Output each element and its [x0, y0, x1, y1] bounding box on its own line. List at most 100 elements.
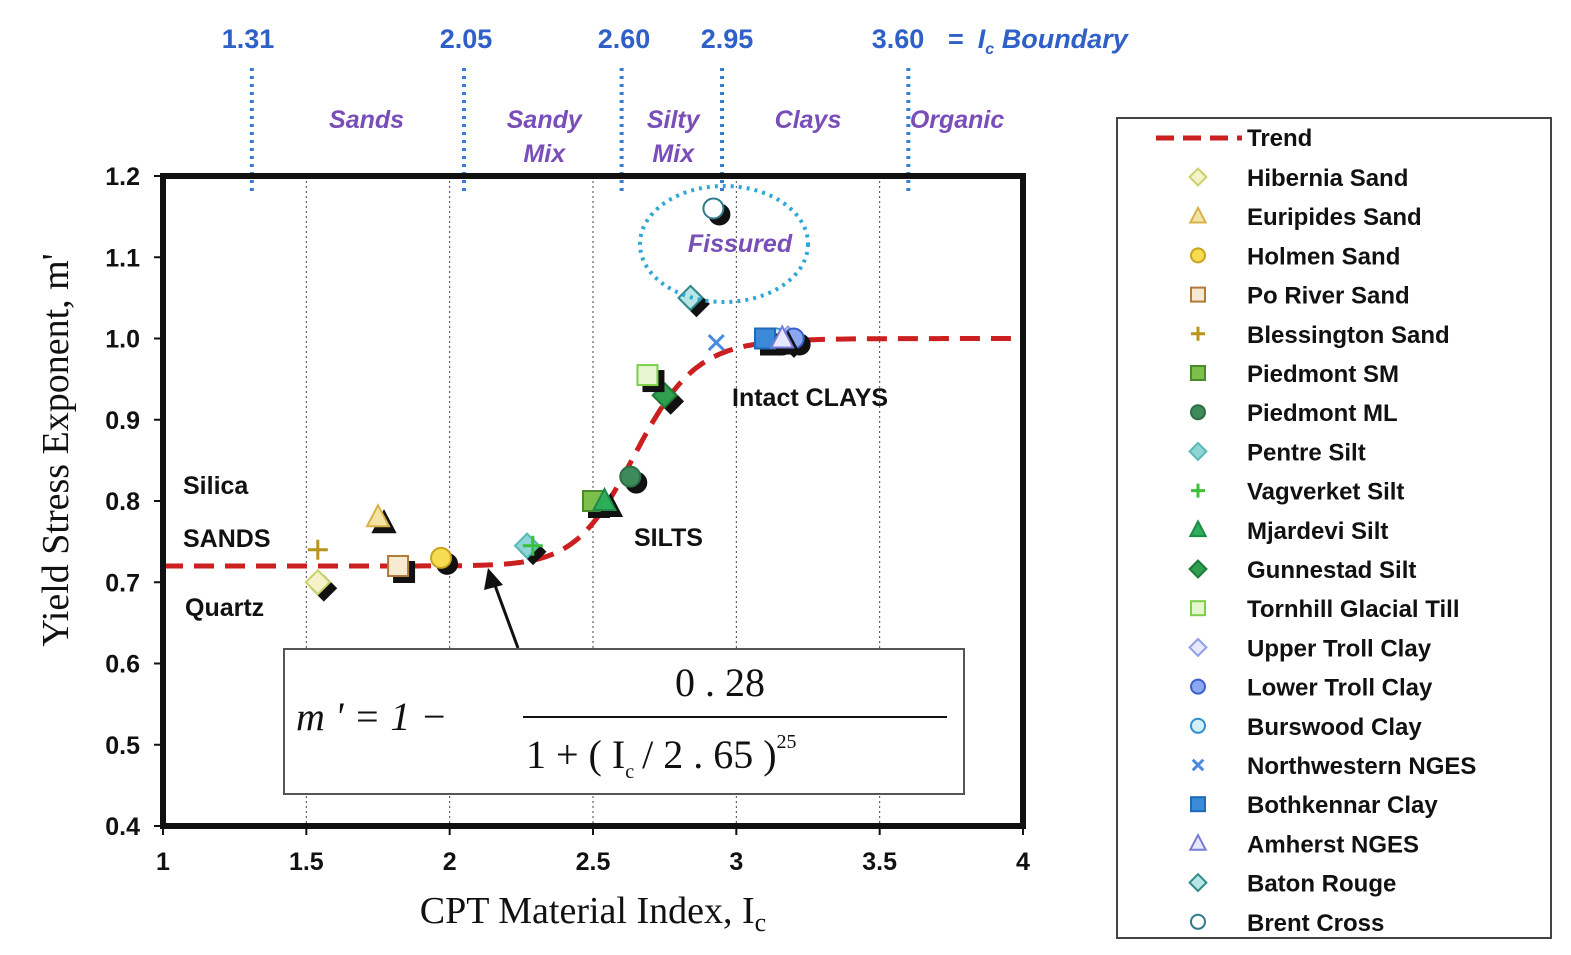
legend-label: Hibernia Sand [1247, 165, 1408, 192]
data-point [619, 465, 642, 488]
legend-box [1116, 117, 1552, 939]
equation-den-sub: c [625, 761, 634, 783]
legend-marker [1188, 872, 1208, 893]
legend-marker [1188, 637, 1208, 658]
equation-den-left: 1 + ( I [526, 732, 625, 777]
data-point [387, 555, 410, 577]
legend-label: Lower Troll Clay [1247, 675, 1433, 702]
legend-label: Vagverket Silt [1247, 479, 1404, 506]
data-point [304, 568, 332, 596]
boundary-value: 3.60 [872, 24, 925, 54]
arrow-shaft [491, 579, 520, 649]
legend-marker [1190, 404, 1206, 421]
data-point [591, 486, 618, 511]
trend-layer [163, 336, 1023, 569]
legend-marker [1190, 796, 1206, 813]
legend-label: Tornhill Glacial Till [1247, 596, 1459, 623]
legend-label: Burswood Clay [1247, 714, 1422, 741]
y-tick-label: 1.0 [105, 326, 140, 354]
y-tick-label: 0.5 [105, 732, 140, 760]
equation-den-right: / 2 . 65 ) [642, 732, 776, 777]
y-tick-label: 0.9 [105, 407, 140, 435]
legend-label: Northwestern NGES [1247, 753, 1476, 780]
equation-numerator: 0 . 28 [675, 660, 765, 705]
legend-marker [1190, 365, 1206, 381]
x-axis-title-sub: c [755, 908, 767, 937]
y-tick-label: 0.8 [105, 488, 140, 516]
trend-line [163, 336, 1023, 569]
legend-label: Piedmont SM [1247, 361, 1399, 388]
boundary-caption-text: Boundary [994, 24, 1129, 54]
equation-den-exp: 25 [777, 731, 797, 753]
legend-label: Brent Cross [1247, 910, 1384, 937]
legend-marker [1188, 167, 1208, 187]
legend-marker [1191, 326, 1205, 341]
legend-label: Amherst NGES [1247, 831, 1419, 858]
legend-marker [1188, 832, 1208, 851]
legend-marker [1191, 758, 1205, 772]
data-point [707, 334, 725, 352]
zone-label: Sandy [507, 106, 583, 134]
boundary-caption-i: I [978, 24, 986, 54]
fissured-ellipse [638, 184, 810, 304]
y-tick-label: 1.2 [105, 163, 140, 191]
legend-label: Piedmont ML [1247, 400, 1398, 427]
boundary-caption-eq: = [948, 24, 964, 54]
x-tick-label: 2 [443, 848, 457, 876]
equation-lhs: m ' = 1 − [296, 694, 447, 739]
y-tick-label: 0.6 [105, 651, 140, 679]
x-tick-label: 1.5 [289, 848, 324, 876]
y-tick-label: 0.7 [105, 569, 140, 597]
zone-label: Organic [910, 106, 1005, 134]
boundary-caption: = Ic Boundary [948, 24, 1130, 58]
data-points [304, 197, 811, 602]
annotation-sands: SANDS [183, 525, 271, 553]
legend: Trend Hibernia Sand Euripides Sand Holmen S… [1116, 117, 1552, 939]
legend-marker [1190, 600, 1206, 617]
zone-label: Sands [329, 106, 404, 134]
annotation-fissured: Fissured [688, 230, 793, 258]
axes: 1 1.5 2 2.5 3 3.5 4 0.4 0.5 0.6 0.7 0.8 0.9 1.0 1.1 1.2… [35, 163, 1030, 937]
data-point [430, 546, 453, 569]
x-tick-label: 4 [1016, 848, 1030, 876]
legend-trend-label: Trend [1247, 125, 1312, 152]
legend-label: Mjardevi Silt [1247, 518, 1388, 545]
x-tick-label: 1 [156, 848, 170, 876]
data-point [307, 539, 328, 560]
zone-labels: Sands Sandy Mix Silty Mix Clays Organic [329, 106, 1004, 168]
legend-marker [1188, 559, 1208, 579]
y-tick-label: 0.4 [105, 813, 140, 841]
equation-denominator: 1 + ( Ic / 2 . 65 )25 [526, 731, 797, 783]
legend-marker [1188, 519, 1208, 538]
legend-marker [1188, 441, 1208, 462]
legend-marker [1190, 717, 1206, 734]
x-axis-title-text: CPT Material Index, I [420, 890, 755, 932]
legend-label: Euripides Sand [1247, 204, 1422, 231]
data-point [702, 197, 725, 220]
zone-label: Mix [652, 140, 695, 168]
legend-label: Bothkennar Clay [1247, 792, 1438, 819]
legend-marker [1190, 286, 1206, 303]
legend-label: Po River Sand [1247, 283, 1410, 310]
annotations: Fissured Silica SANDS Quartz SILTS Intact CLA… [183, 184, 965, 795]
boundary-value: 1.31 [222, 24, 275, 54]
data-point [365, 503, 391, 528]
zone-label: Mix [523, 140, 566, 168]
data-point [636, 364, 659, 387]
y-tick-label: 1.1 [105, 244, 140, 272]
annotation-quartz: Quartz [185, 594, 264, 622]
legend-label: Baton Rouge [1247, 871, 1396, 898]
boundary-value: 2.05 [440, 24, 493, 54]
annotation-intact-clays: Intact CLAYS [732, 384, 888, 412]
legend-label: Holmen Sand [1247, 243, 1400, 270]
data-point [522, 535, 543, 556]
equation-box [283, 648, 965, 795]
x-tick-label: 3.5 [862, 848, 897, 876]
data-point [769, 324, 795, 349]
boundary-value: 2.95 [701, 24, 754, 54]
legend-label: Blessington Sand [1247, 322, 1450, 349]
boundary-caption-sub: c [985, 41, 994, 58]
boundary-lines: 1.31 2.05 2.60 2.95 3.60 = Ic Boundary [222, 24, 1130, 192]
legend-marker [1190, 678, 1206, 695]
